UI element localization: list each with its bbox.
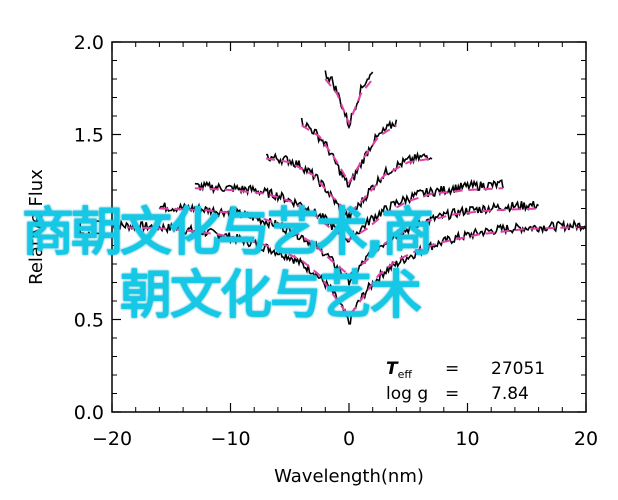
x-tick-label: −20 <box>92 428 132 450</box>
y-tick-label: 1.5 <box>74 125 104 147</box>
observed-spectrum-line <box>265 151 433 220</box>
model-fit-line <box>265 157 433 216</box>
y-tick-label: 0.0 <box>74 402 104 424</box>
y-tick-label: 2.0 <box>74 32 104 54</box>
x-tick-label: 10 <box>455 428 479 450</box>
observed-spectrum-line <box>300 117 398 188</box>
observed-spectrum-line <box>158 200 540 286</box>
svg-text:Teff: Teff <box>386 359 412 381</box>
series-layer <box>111 70 587 325</box>
teff-value: 27051 <box>491 359 545 379</box>
observed-spectrum-line <box>194 178 504 243</box>
logg-label: log g <box>386 384 428 404</box>
x-axis-label: Wavelength(nm) <box>274 466 424 487</box>
model-fit-line <box>159 207 539 277</box>
model-fit-line <box>301 124 397 185</box>
ticks-layer: −20 −10 0 10 20 0.0 0.5 1.0 1.5 2.0 <box>74 32 598 450</box>
model-fit-line <box>324 78 374 127</box>
x-tick-label: 20 <box>574 428 598 450</box>
x-tick-label: −10 <box>210 428 250 450</box>
y-tick-label: 0.5 <box>74 310 104 332</box>
logg-equals: = <box>445 384 459 404</box>
observed-spectrum-line <box>324 70 374 130</box>
model-fit-line <box>111 226 587 318</box>
y-tick-label: 1.0 <box>74 217 104 239</box>
teff-subscript: eff <box>398 368 413 381</box>
x-tick-label: 0 <box>343 428 355 450</box>
parameter-annotation: Teff = 27051 log g = 7.84 <box>386 359 545 404</box>
teff-label: T <box>386 359 399 379</box>
model-fit-line <box>194 187 504 242</box>
teff-equals: = <box>445 359 459 379</box>
logg-value: 7.84 <box>491 384 529 404</box>
observed-spectrum-line <box>111 218 587 325</box>
y-axis-label: Relative Flux <box>26 169 47 285</box>
